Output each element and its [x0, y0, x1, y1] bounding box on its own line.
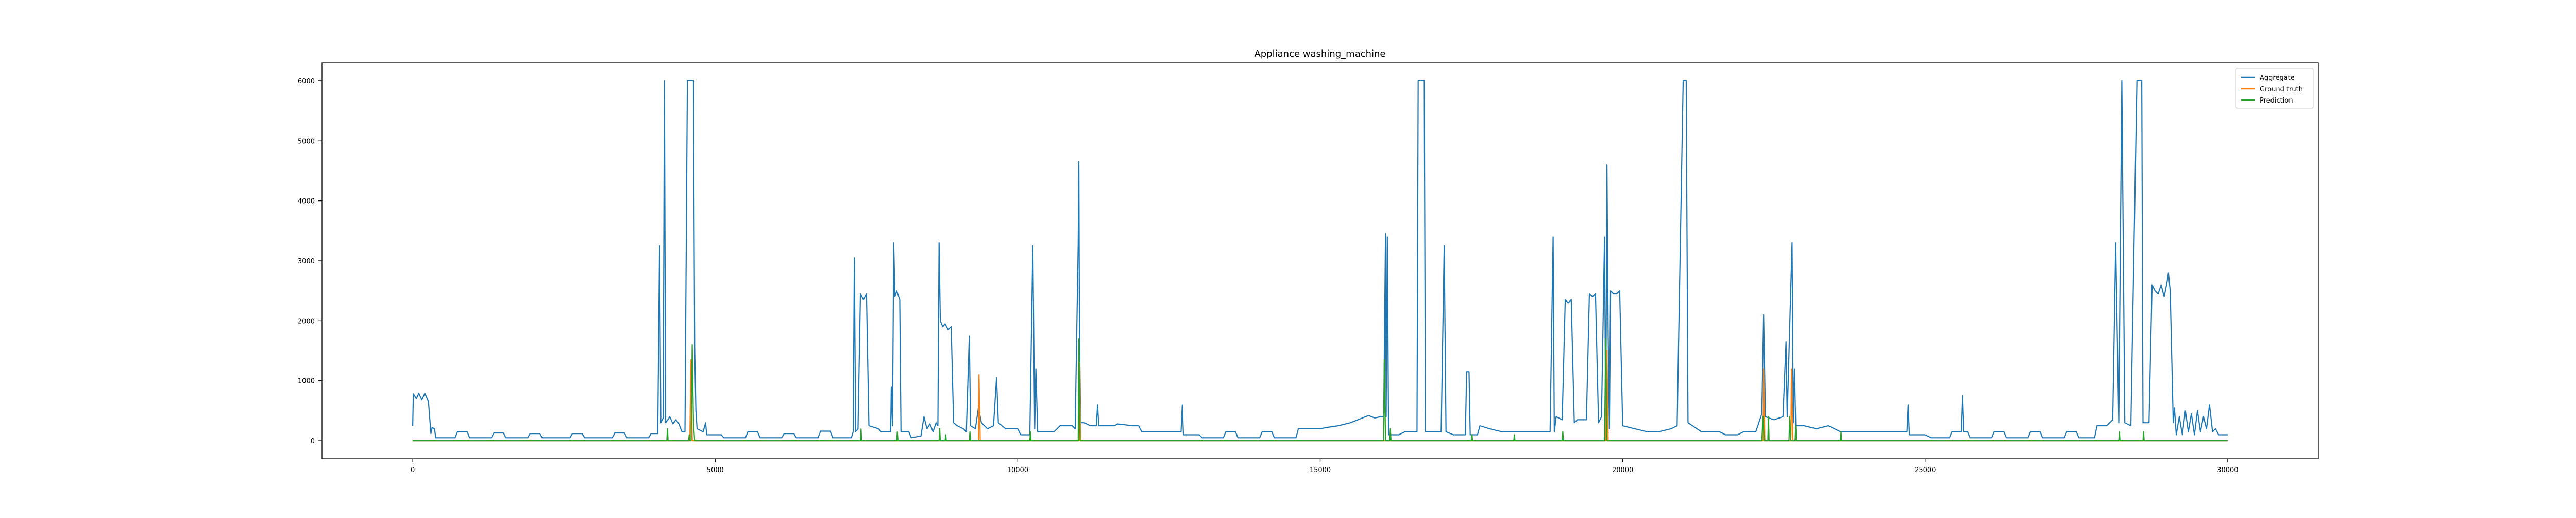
x-tick-label: 5000 — [707, 466, 724, 474]
x-tick-label: 15000 — [1310, 466, 1331, 474]
legend-box — [2235, 68, 2314, 109]
plot-area — [412, 80, 2228, 442]
series-line-prediction — [413, 338, 2228, 442]
x-tick-label: 0 — [411, 466, 415, 474]
x-tick-label: 30000 — [2217, 466, 2238, 474]
axes-frame — [321, 62, 2319, 459]
legend-label-aggregate: Aggregate — [2260, 74, 2295, 82]
x-tick-label: 20000 — [1612, 466, 1633, 474]
x-tick-label: 25000 — [1914, 466, 1936, 474]
y-tick-label: 5000 — [298, 138, 315, 145]
y-tick-label: 2000 — [298, 318, 315, 325]
x-tick-label: 10000 — [1007, 466, 1028, 474]
legend: Aggregate Ground truth Prediction — [2235, 68, 2314, 109]
y-tick-label: 1000 — [298, 378, 315, 386]
chart-title: Appliance washing_machine — [1254, 48, 1385, 59]
axes: 0 5000 10000 15000 20000 25000 30000 0 1000 2000 3… — [298, 62, 2319, 474]
y-tick-label: 3000 — [298, 258, 315, 265]
legend-label-ground-truth: Ground truth — [2260, 86, 2303, 93]
legend-label-prediction: Prediction — [2260, 97, 2293, 105]
y-tick-label: 6000 — [298, 78, 315, 86]
y-tick-label: 4000 — [298, 198, 315, 206]
y-tick-label: 0 — [311, 438, 315, 445]
series-line-aggregate — [412, 80, 2228, 439]
